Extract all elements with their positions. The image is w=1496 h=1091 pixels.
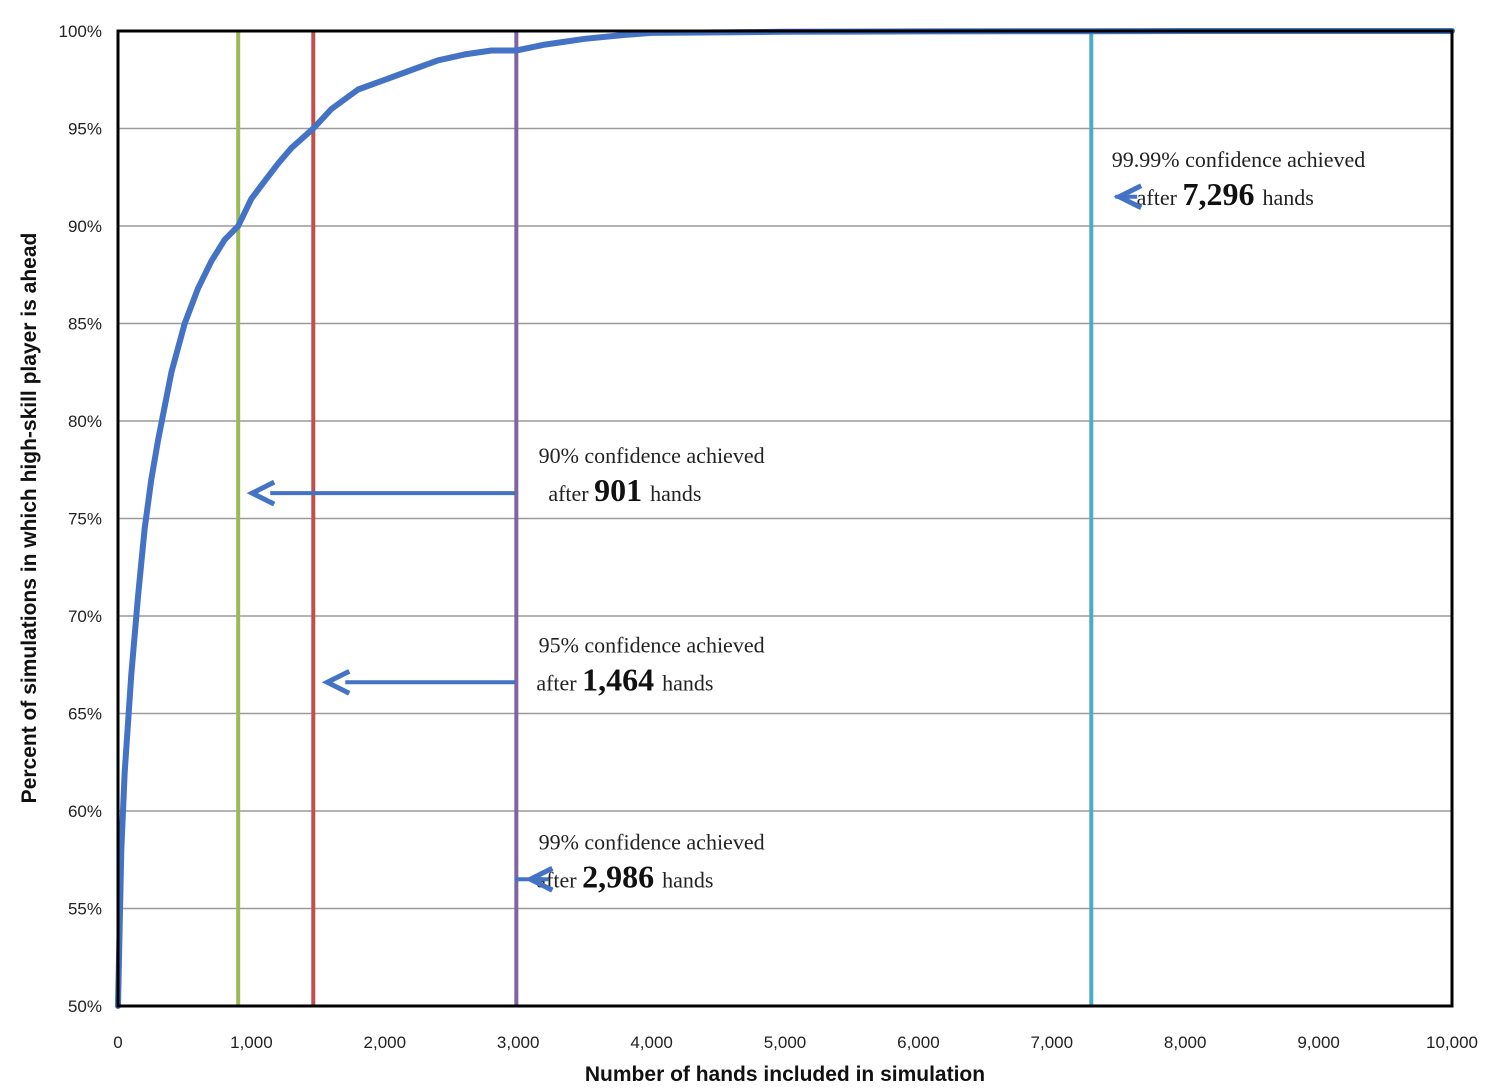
y-tick-label: 70% (68, 607, 102, 626)
y-tick-label: 65% (68, 705, 102, 724)
x-axis-title: Number of hands included in simulation (585, 1063, 985, 1086)
y-tick-label: 55% (68, 900, 102, 919)
x-tick-label: 2,000 (364, 1033, 407, 1052)
annotation-arrow-head (524, 866, 554, 893)
y-axis-title: Percent of simulations in which high-ski… (18, 233, 41, 804)
annotation: 95% confidence achieved after 1,464 hands (321, 632, 765, 697)
x-axis-ticks: 0 1,000 2,000 3,000 4,000 5,000 6,000 7,000 8,00… (113, 1033, 1478, 1052)
annotation-detail: after 901 hands (548, 472, 701, 508)
annotation-arrow-head (246, 479, 276, 507)
x-tick-label: 9,000 (1297, 1033, 1340, 1052)
annotation-title: 90% confidence achieved (539, 443, 765, 468)
annotation-title: 99.99% confidence achieved (1112, 147, 1366, 172)
x-tick-label: 3,000 (497, 1033, 540, 1052)
x-tick-label: 1,000 (230, 1033, 273, 1052)
x-tick-label: 0 (113, 1033, 122, 1052)
plot-border (116, 29, 1454, 1008)
x-tick-label: 10,000 (1426, 1033, 1478, 1052)
x-tick-label: 6,000 (897, 1033, 940, 1052)
y-tick-label: 75% (68, 510, 102, 529)
y-tick-label: 90% (68, 217, 102, 236)
annotation-detail: after 7,296 hands (1137, 176, 1314, 212)
annotations: 90% confidence achieved after 901 hands 95… (246, 147, 1366, 894)
y-tick-label: 50% (68, 997, 102, 1016)
x-tick-label: 8,000 (1164, 1033, 1207, 1052)
annotation-title: 95% confidence achieved (539, 632, 765, 657)
annotation-title: 99% confidence achieved (539, 829, 765, 854)
y-tick-label: 100% (59, 22, 102, 41)
annotation-arrow-head (321, 669, 351, 696)
y-tick-label: 95% (68, 120, 102, 139)
y-tick-label: 85% (68, 315, 102, 334)
y-tick-label: 60% (68, 802, 102, 821)
y-axis-ticks: 50% 55% 60% 65% 70% 75% 80% 85% 90% 95% 100% (59, 22, 102, 1016)
annotation-arrow-head (1113, 183, 1143, 210)
annotation-detail: after 1,464 hands (536, 661, 713, 697)
annotation: 99.99% confidence achieved after 7,296 ha… (1112, 147, 1366, 212)
x-tick-label: 5,000 (764, 1033, 807, 1052)
gridlines (118, 127, 1452, 910)
threshold-lines (236, 31, 1094, 1006)
x-tick-label: 7,000 (1031, 1033, 1074, 1052)
x-tick-label: 4,000 (630, 1033, 673, 1052)
y-tick-label: 80% (68, 412, 102, 431)
annotation: 90% confidence achieved after 901 hands (246, 443, 765, 508)
